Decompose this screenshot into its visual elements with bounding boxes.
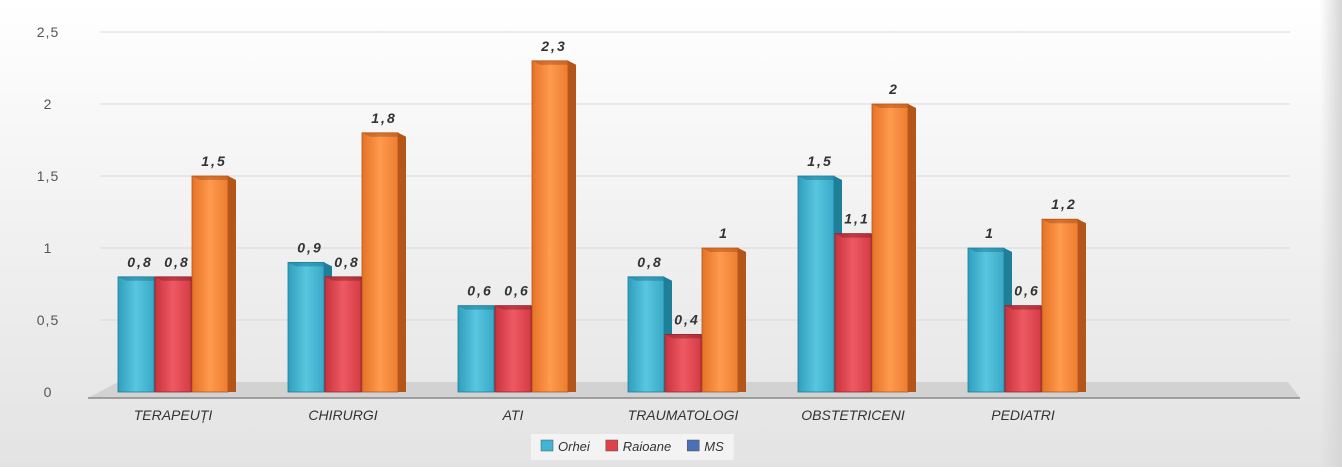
data-label: 1,8 (371, 110, 396, 126)
bar-top (118, 276, 162, 281)
bar-top (702, 248, 746, 252)
bar-top (362, 132, 406, 137)
bar-front (967, 247, 1005, 393)
bar-top (325, 276, 369, 281)
bar-top (798, 176, 842, 180)
legend-swatch (605, 439, 619, 452)
legend-background (531, 434, 734, 460)
y-axis: 0 0,5 1 1,5 2 2,5 (37, 24, 59, 400)
bar-front (287, 261, 325, 393)
data-label: 1,2 (1051, 196, 1076, 212)
y-tick-label: 0,5 (37, 312, 59, 328)
bars (117, 60, 1086, 393)
bar-front (494, 305, 532, 393)
bar-front (457, 305, 495, 393)
bar (664, 333, 709, 393)
bar-front (627, 276, 665, 393)
data-label: 0,6 (467, 283, 492, 299)
category-label: PEDIATRI (991, 407, 1055, 423)
bar-top (1005, 305, 1049, 310)
category-label: CHIRURGI (308, 407, 377, 423)
bar-top (872, 104, 916, 108)
y-tick-label: 1 (44, 240, 53, 256)
bar-top (835, 233, 879, 238)
bar-front (117, 276, 155, 393)
bar-top (155, 276, 199, 281)
bar-top (495, 305, 539, 310)
bar-top (458, 305, 502, 310)
bar-top (628, 276, 672, 281)
bar-top (968, 248, 1012, 252)
bar (701, 247, 746, 393)
data-label: 0,8 (127, 254, 152, 270)
data-label: 0,9 (297, 239, 322, 255)
bar-front (834, 233, 872, 393)
data-labels: 0,8 0,8 1,5 0,9 0,8 1,8 0,6 0,6 2,3 0,8 0,4 1 1,5 1,1… (127, 38, 1076, 328)
data-label: 2,3 (540, 38, 566, 54)
data-label: 0,6 (1014, 283, 1039, 299)
bar-front (1041, 218, 1079, 393)
bar-front (797, 175, 835, 393)
data-label: 0,8 (164, 254, 189, 270)
legend-swatch (540, 439, 554, 452)
bar-front (531, 60, 569, 393)
bar-front (664, 333, 702, 393)
data-label: 2 (888, 81, 899, 97)
bar-top (288, 262, 332, 267)
bar (1041, 218, 1086, 393)
bar-front (871, 103, 909, 393)
bar-side (568, 60, 576, 393)
bar (871, 103, 916, 393)
category-label: TRAUMATOLOGI (628, 407, 739, 423)
data-label: 0,8 (334, 254, 359, 270)
bar-top (532, 60, 576, 65)
bar-top (665, 334, 709, 339)
bar-front (154, 276, 192, 393)
data-label: 1,5 (807, 153, 832, 169)
data-label: 0,4 (674, 311, 699, 327)
bar-front (361, 132, 399, 393)
bar (531, 60, 576, 393)
data-label: 1,1 (844, 211, 869, 227)
legend-label: MS (704, 439, 724, 454)
legend-swatch (686, 439, 700, 452)
y-tick-label: 2,5 (37, 24, 59, 40)
bar-top (192, 176, 236, 180)
legend: Orhei Raioane MS (531, 434, 734, 460)
data-label: 1 (719, 225, 729, 241)
bar (361, 132, 406, 393)
bar-front (324, 276, 362, 393)
bar-front (1004, 305, 1042, 393)
bar (967, 247, 1012, 393)
y-tick-label: 0 (44, 384, 53, 400)
gridlines (100, 31, 1290, 321)
data-label: 0,8 (637, 254, 662, 270)
bar-side (738, 248, 746, 392)
bar-side (908, 104, 916, 392)
bar-top (1042, 219, 1086, 224)
data-label: 1 (985, 225, 995, 241)
category-label: OBSTETRICENI (801, 407, 905, 423)
bar-side (1078, 219, 1086, 392)
legend-label: Orhei (558, 439, 591, 454)
bar (457, 305, 502, 393)
bar-side (228, 176, 236, 392)
bar-front (191, 175, 229, 393)
data-label: 1,5 (201, 153, 226, 169)
category-label: TERAPEUȚI (134, 407, 213, 423)
bar (191, 175, 236, 393)
y-tick-label: 1,5 (37, 168, 59, 184)
data-label: 0,6 (504, 283, 529, 299)
category-label: ATI (502, 407, 524, 423)
legend-label: Raioane (623, 439, 671, 454)
bar-side (398, 132, 406, 393)
x-axis: TERAPEUȚI CHIRURGI ATI TRAUMATOLOGI OBSTETRI… (134, 407, 1055, 423)
y-tick-label: 2 (44, 96, 53, 112)
bar-front (701, 247, 739, 393)
